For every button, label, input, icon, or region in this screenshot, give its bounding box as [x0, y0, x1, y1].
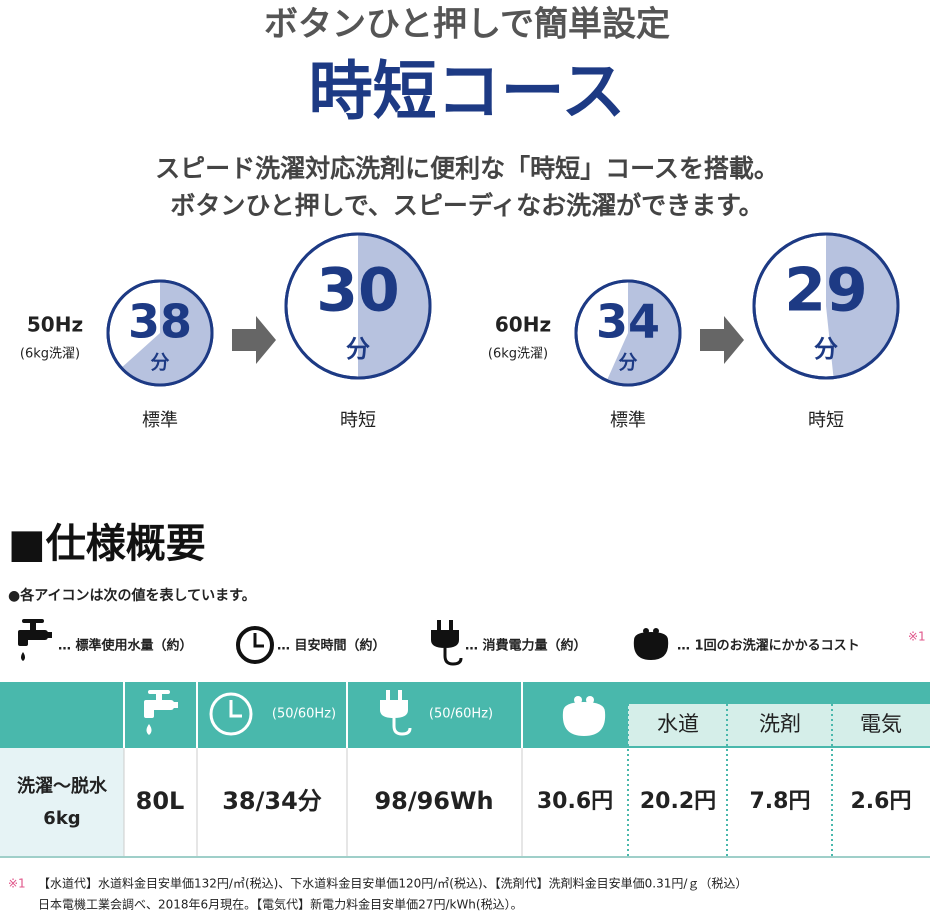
- row-label: 洗濯〜脱水: [17, 775, 108, 797]
- clock-icon: [236, 626, 274, 664]
- minutes: 38: [128, 295, 192, 349]
- plug-icon: [431, 620, 463, 666]
- course-label: 標準: [142, 410, 178, 431]
- legend-label: … 目安時間（約）: [277, 638, 386, 654]
- legend-label: … 1回のお洗濯にかかるコスト: [677, 638, 860, 654]
- legend-label: … 消費電力量（約）: [465, 638, 587, 654]
- time-wedge: [358, 234, 430, 378]
- minutes-unit: 分: [346, 335, 370, 363]
- dial-ring: [752, 232, 900, 380]
- title: 時短コース: [309, 56, 626, 130]
- dial-ring: [574, 279, 682, 387]
- footnote-mark: ※1: [908, 630, 926, 644]
- table-cell: 80L: [136, 787, 185, 815]
- course-label: 時短: [340, 410, 376, 431]
- table-header: (50/60Hz): [272, 707, 336, 722]
- table-header: (50/60Hz): [429, 707, 493, 722]
- arrow: [700, 316, 744, 364]
- comparison: 50Hz (6kg洗濯) 38 分標準 30 分時短 60Hz (6kg洗濯) 34 分標準 29 分…: [20, 232, 900, 431]
- faucet-icon: [18, 619, 52, 661]
- purse-icon: [633, 628, 669, 660]
- table-cell: 38/34分: [222, 787, 322, 815]
- section-heading: ■仕様概要: [8, 521, 206, 567]
- dial-ring: [106, 279, 214, 387]
- frequency: 50Hz: [27, 313, 83, 337]
- table-cell: 7.8円: [750, 789, 811, 814]
- cost-subheader: 洗剤: [759, 712, 801, 736]
- time-wedge: [826, 233, 899, 378]
- lead: ボタンひと押しで、スピーディなお洗濯ができます。: [170, 191, 763, 220]
- frequency: 60Hz: [495, 313, 551, 337]
- arrow: [232, 316, 276, 364]
- time-wedge: [606, 281, 680, 385]
- minutes: 29: [784, 256, 868, 326]
- cost-subheader: 水道: [657, 712, 699, 736]
- load: (6kg洗濯): [488, 347, 548, 362]
- table-cell: 98/96Wh: [374, 787, 493, 815]
- lead: スピード洗濯対応洗剤に便利な「時短」コースを搭載。: [155, 154, 779, 183]
- time-wedge: [121, 281, 213, 386]
- table-cell: 20.2円: [640, 789, 716, 814]
- spec-table: (50/60Hz) (50/60Hz) 水道 洗剤 電気 洗濯〜脱水 6kg 8…: [0, 682, 930, 858]
- minutes-unit: 分: [150, 352, 169, 374]
- course-label: 時短: [808, 410, 844, 431]
- minutes: 30: [316, 256, 400, 326]
- minutes-unit: 分: [814, 335, 838, 363]
- load: (6kg洗濯): [20, 347, 80, 362]
- table-cell: 30.6円: [537, 789, 613, 814]
- course-label: 標準: [610, 410, 646, 431]
- cost-subheader: 電気: [860, 712, 902, 736]
- tagline: ボタンひと押しで簡単設定: [264, 5, 670, 45]
- table-cell: 2.6円: [851, 789, 912, 814]
- icon-note: ●各アイコンは次の値を表しています。: [8, 587, 256, 604]
- legend-label: … 標準使用水量（約）: [58, 638, 193, 654]
- minutes: 34: [596, 295, 660, 349]
- row-label: 6kg: [43, 808, 80, 829]
- footnote-text: 日本電機工業会調べ、2018年6月現在。【電気代】新電力料金目安単価27円/kW…: [38, 897, 523, 912]
- dial-ring: [284, 232, 432, 380]
- footnote-text: 【水道代】水道料金目安単価132円/㎥(税込)、下水道料金目安単価120円/㎥(…: [38, 876, 747, 891]
- footnote-mark: ※1: [8, 877, 26, 891]
- minutes-unit: 分: [618, 352, 637, 374]
